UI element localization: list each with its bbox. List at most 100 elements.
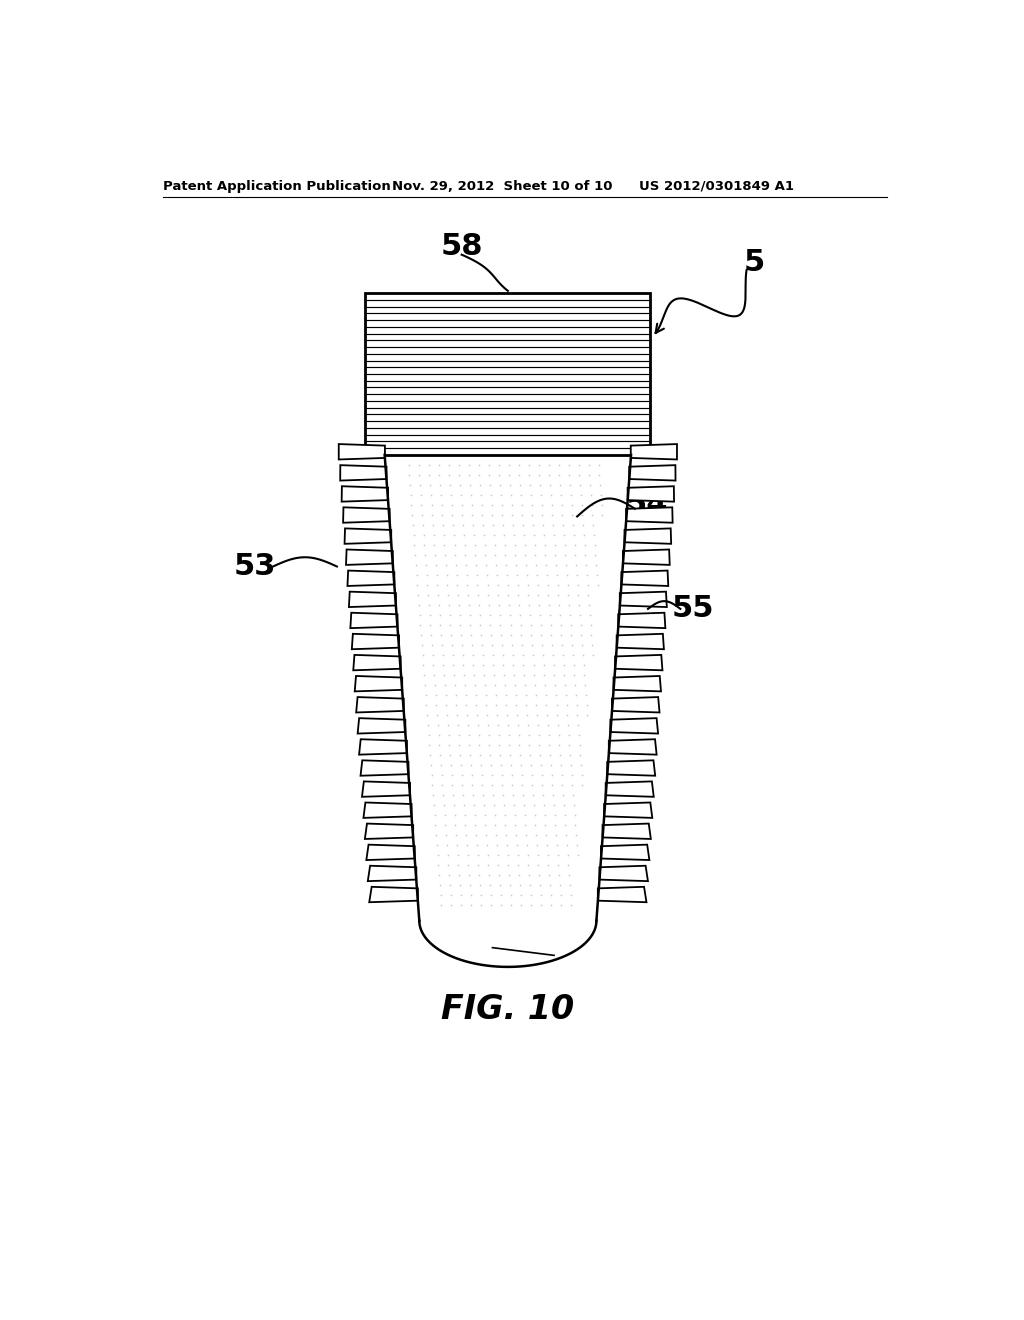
Polygon shape [353, 655, 400, 671]
Point [542, 605, 558, 626]
Point [514, 775, 530, 796]
Point [546, 655, 562, 676]
Point [535, 644, 551, 665]
Point [450, 574, 466, 595]
Point [480, 454, 497, 475]
Point [555, 655, 571, 676]
Point [456, 795, 472, 816]
Point [500, 714, 516, 735]
Point [484, 644, 501, 665]
Point [468, 825, 484, 846]
Point [560, 714, 577, 735]
Point [434, 504, 451, 525]
Point [496, 795, 512, 816]
Point [574, 504, 591, 525]
Point [493, 624, 509, 645]
Polygon shape [357, 718, 406, 734]
Point [525, 515, 542, 536]
Point [483, 764, 500, 785]
Point [516, 524, 532, 545]
Point [519, 574, 536, 595]
Point [542, 875, 558, 896]
Polygon shape [615, 655, 663, 671]
Polygon shape [626, 507, 673, 523]
Point [482, 615, 499, 636]
Point [401, 474, 418, 495]
Point [486, 805, 503, 826]
Point [543, 615, 559, 636]
Point [478, 834, 495, 855]
Point [572, 615, 589, 636]
Point [554, 775, 570, 796]
Point [571, 594, 588, 615]
Point [512, 884, 528, 906]
Point [559, 845, 575, 866]
Point [594, 504, 610, 525]
Point [430, 855, 446, 876]
Polygon shape [628, 486, 674, 502]
Point [481, 605, 498, 626]
Point [470, 714, 486, 735]
Point [415, 644, 431, 665]
Point [467, 814, 483, 836]
Point [536, 524, 552, 545]
Point [458, 825, 474, 846]
Point [431, 594, 447, 615]
Point [588, 554, 604, 576]
Point [525, 655, 542, 676]
Point [513, 484, 529, 506]
Point [472, 875, 488, 896]
Point [475, 784, 492, 805]
Point [407, 535, 423, 556]
Point [560, 855, 577, 876]
Point [432, 474, 449, 495]
Point [480, 855, 497, 876]
Point [537, 805, 553, 826]
Point [447, 544, 464, 565]
Point [478, 554, 495, 576]
Point [504, 635, 520, 656]
Polygon shape [419, 921, 596, 966]
Point [423, 624, 439, 645]
Polygon shape [607, 760, 655, 776]
Point [506, 795, 522, 816]
Point [439, 705, 456, 726]
Point [524, 775, 541, 796]
Point [549, 565, 565, 586]
Point [537, 535, 553, 556]
Point [485, 655, 502, 676]
Point [518, 554, 535, 576]
Point [554, 635, 570, 656]
Point [410, 585, 426, 606]
Point [450, 714, 466, 735]
Point [506, 524, 522, 545]
Point [490, 594, 507, 615]
Point [568, 694, 585, 715]
Point [524, 504, 541, 525]
Point [438, 565, 455, 586]
Point [480, 585, 497, 606]
Point [498, 554, 514, 576]
Point [497, 805, 513, 826]
Point [425, 655, 441, 676]
Point [431, 875, 447, 896]
Point [492, 465, 508, 486]
Point [530, 855, 547, 876]
Point [432, 484, 449, 506]
Point [500, 845, 516, 866]
Point [438, 834, 455, 855]
Point [444, 784, 461, 805]
Point [459, 705, 475, 726]
Point [436, 664, 453, 685]
Point [504, 504, 520, 525]
Point [592, 474, 608, 495]
Point [435, 784, 452, 805]
Polygon shape [365, 824, 413, 840]
Point [425, 784, 441, 805]
Point [573, 624, 590, 645]
Point [488, 694, 505, 715]
Point [518, 825, 535, 846]
Point [494, 895, 510, 916]
Text: 54: 54 [626, 491, 668, 519]
Point [464, 775, 480, 796]
